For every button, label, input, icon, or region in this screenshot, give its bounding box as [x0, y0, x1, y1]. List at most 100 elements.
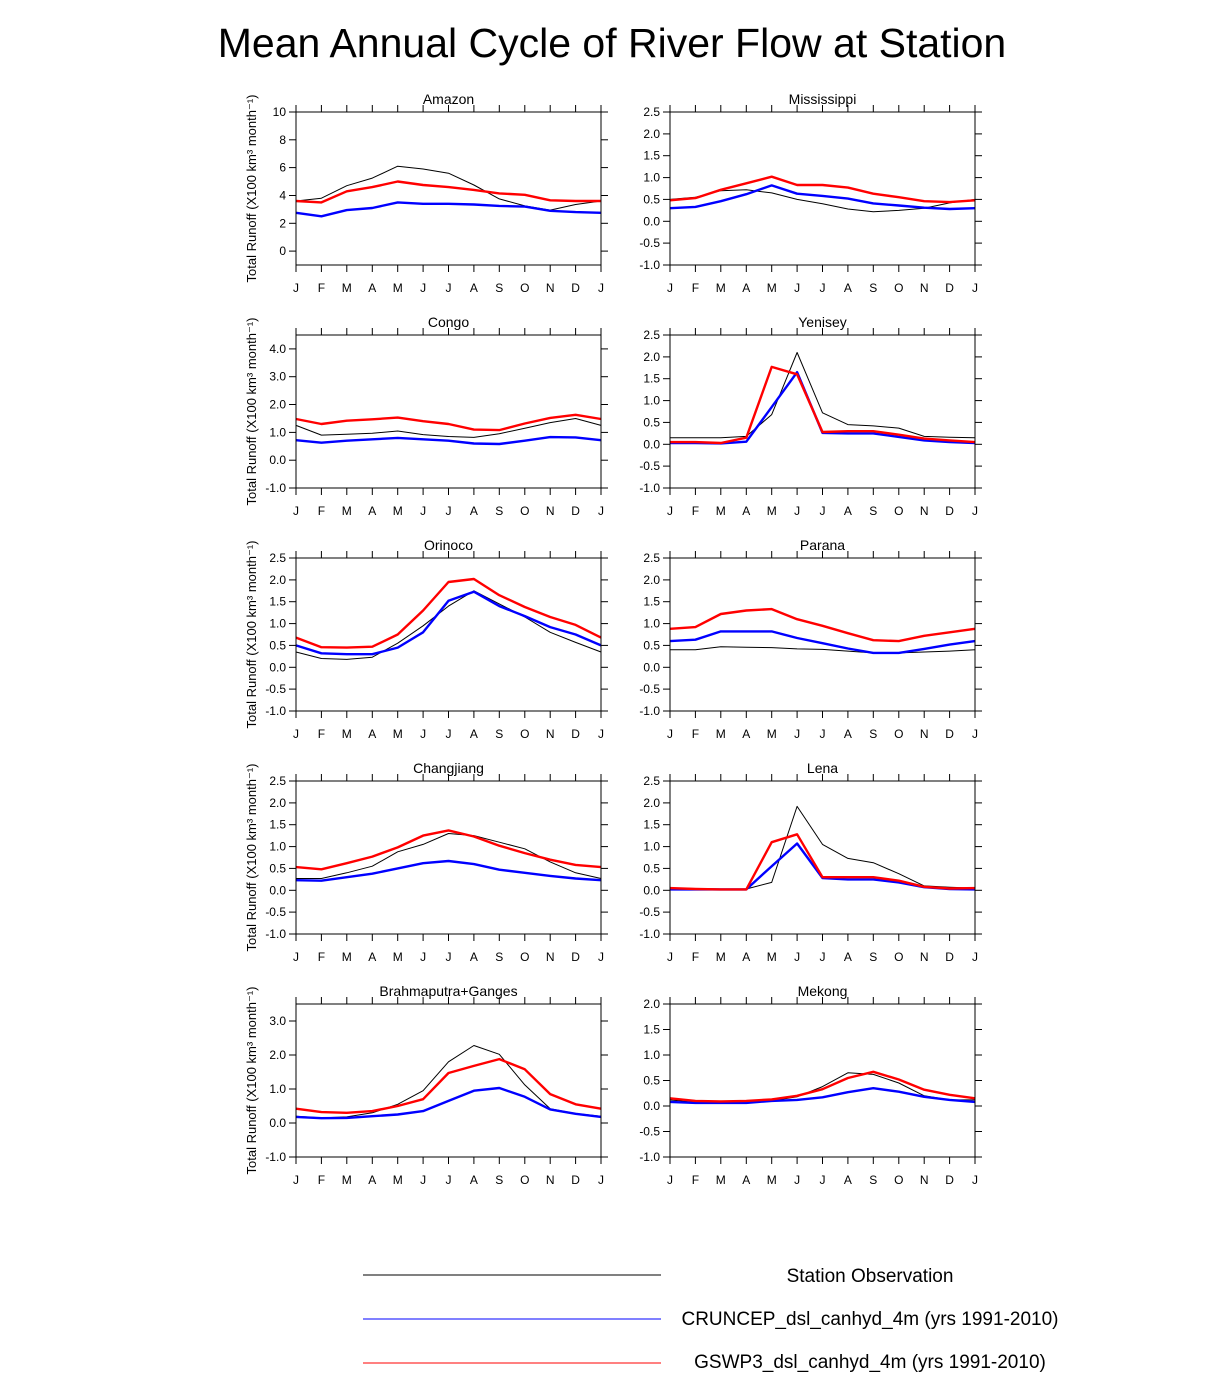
panel-title: Brahmaputra+Ganges	[379, 983, 517, 999]
y-tick-label: 1.5	[643, 818, 660, 832]
x-tick-label: J	[820, 504, 826, 518]
y-tick-label: 0.0	[269, 453, 286, 467]
x-tick-label: J	[598, 281, 604, 295]
x-tick-label: A	[844, 504, 852, 518]
x-tick-label: S	[495, 504, 503, 518]
x-tick-label: A	[368, 727, 376, 741]
x-tick-label: D	[571, 504, 580, 518]
y-tick-label: -1.0	[639, 481, 660, 495]
x-tick-label: D	[945, 281, 954, 295]
x-tick-label: J	[293, 1173, 299, 1187]
panels-grid: Amazon J F M A M J J A S O N D J 10 8 6 4 2 0 Total Runoff (…	[244, 91, 982, 1187]
y-tick-label: 1.0	[643, 171, 660, 185]
x-tick-label: M	[342, 1173, 352, 1187]
panel-title: Mekong	[798, 983, 848, 999]
x-tick-label: J	[667, 727, 673, 741]
y-tick-label: -0.5	[265, 905, 286, 919]
y-tick-label: 1.5	[643, 1023, 660, 1037]
x-tick-label: N	[920, 504, 929, 518]
x-tick-label: O	[894, 1173, 903, 1187]
x-tick-label: A	[368, 504, 376, 518]
x-tick-label: S	[869, 281, 877, 295]
panel-parana: Parana J F M A M J J A S O N D J 2.5 2.0 1.5 1.0 0.5 0.0 -0.…	[639, 537, 982, 741]
x-tick-label: J	[794, 950, 800, 964]
x-tick-label: M	[767, 1173, 777, 1187]
x-tick-label: M	[716, 1173, 726, 1187]
plot-frame	[295, 334, 602, 489]
x-tick-label: D	[571, 727, 580, 741]
x-tick-label: A	[844, 1173, 852, 1187]
x-tick-label: S	[495, 950, 503, 964]
x-tick-label: N	[546, 950, 555, 964]
y-axis-label: Total Runoff (X100 km³ month⁻¹)	[244, 987, 259, 1175]
x-tick-label: M	[393, 727, 403, 741]
y-tick-label: 6	[279, 161, 286, 175]
y-tick-label: 0.0	[269, 1116, 286, 1130]
y-tick-label: 0.0	[269, 660, 286, 674]
x-tick-label: N	[546, 727, 555, 741]
panel-mississippi: Mississippi J F M A M J J A S O N D J 2.5 2.0 1.5 1.0 0.5 0…	[639, 91, 982, 295]
panel-mekong: Mekong J F M A M J J A S O N D J 2.0 1.5 1.0 0.5 0.0 -0.5 -1…	[639, 983, 982, 1187]
x-tick-label: M	[342, 950, 352, 964]
x-tick-label: J	[794, 281, 800, 295]
x-tick-label: A	[844, 727, 852, 741]
x-tick-label: J	[794, 1173, 800, 1187]
plot-frame	[669, 780, 976, 935]
x-tick-label: S	[869, 727, 877, 741]
x-tick-label: J	[667, 950, 673, 964]
series-line-observation	[295, 1045, 602, 1119]
y-tick-label: 2.0	[643, 573, 660, 587]
x-tick-label: S	[869, 1173, 877, 1187]
y-tick-label: 0.0	[269, 883, 286, 897]
y-tick-label: 0.5	[269, 861, 286, 875]
x-tick-label: N	[546, 281, 555, 295]
x-tick-label: J	[598, 727, 604, 741]
series-line-cruncep	[295, 590, 602, 656]
x-tick-label: J	[420, 281, 426, 295]
x-tick-label: M	[767, 727, 777, 741]
y-tick-label: 0.0	[643, 660, 660, 674]
x-tick-label: A	[470, 727, 478, 741]
y-tick-label: 2.0	[643, 350, 660, 364]
y-tick-label: -1.0	[639, 258, 660, 272]
x-tick-label: D	[571, 950, 580, 964]
x-tick-label: F	[692, 504, 699, 518]
legend-label-gswp3: GSWP3_dsl_canhyd_4m (yrs 1991-2010)	[694, 1352, 1046, 1373]
plot-frame	[295, 780, 602, 935]
y-tick-label: 0.5	[643, 192, 660, 206]
y-tick-label: 0.0	[643, 883, 660, 897]
y-tick-label: 4	[279, 189, 286, 203]
x-tick-label: A	[368, 1173, 376, 1187]
x-tick-label: J	[972, 1173, 978, 1187]
x-tick-label: J	[446, 727, 452, 741]
x-tick-label: A	[368, 950, 376, 964]
y-tick-label: 2	[279, 216, 286, 230]
x-tick-label: N	[920, 1173, 929, 1187]
series-line-gswp3	[295, 1057, 602, 1114]
y-tick-label: -1.0	[265, 1150, 286, 1164]
y-tick-label: 0.0	[643, 1099, 660, 1113]
x-tick-label: M	[767, 950, 777, 964]
y-tick-label: 1.0	[269, 617, 286, 631]
y-axis-label: Total Runoff (X100 km³ month⁻¹)	[244, 764, 259, 952]
series-line-gswp3	[295, 180, 601, 204]
x-tick-label: M	[716, 281, 726, 295]
x-tick-label: N	[920, 950, 929, 964]
x-tick-label: A	[470, 1173, 478, 1187]
y-tick-label: 1.5	[643, 595, 660, 609]
y-tick-label: 0.0	[643, 437, 660, 451]
x-tick-label: J	[820, 727, 826, 741]
y-tick-label: 10	[273, 105, 287, 119]
y-tick-label: 2.0	[269, 1048, 286, 1062]
x-tick-label: J	[667, 1173, 673, 1187]
y-tick-label: -0.5	[639, 1125, 660, 1139]
x-tick-label: J	[420, 1173, 426, 1187]
series-line-observation	[670, 646, 976, 654]
y-tick-label: 1.0	[643, 617, 660, 631]
plot-frame	[669, 334, 976, 489]
x-tick-label: A	[470, 504, 478, 518]
x-tick-label: J	[420, 950, 426, 964]
panel-amazon: Amazon J F M A M J J A S O N D J 10 8 6 4 2 0 Total Runoff (…	[244, 91, 608, 295]
x-tick-label: M	[716, 950, 726, 964]
legend: Station Observation CRUNCEP_dsl_canhyd_4…	[363, 1266, 1059, 1373]
